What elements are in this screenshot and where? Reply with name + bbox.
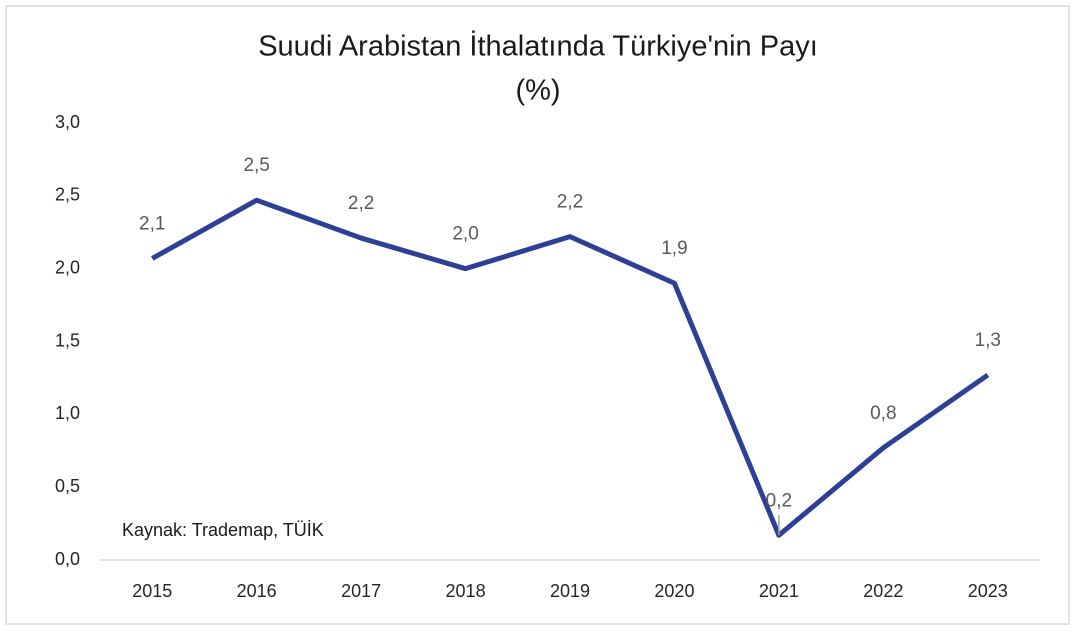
chart-frame [5,5,1070,625]
data-label: 2,0 [452,224,478,245]
chart-subtitle: (%) [515,75,560,107]
x-tick-label: 2023 [968,581,1008,601]
source-note: Kaynak: Trademap, TÜİK [122,520,324,540]
data-label: 1,3 [975,330,1001,351]
y-tick-label: 0,0 [55,549,80,569]
y-tick-label: 1,5 [55,330,80,350]
y-tick-label: 0,5 [55,476,80,496]
y-tick-label: 2,5 [55,185,80,205]
data-label: 2,5 [243,155,269,176]
data-label: 1,9 [661,238,687,259]
data-label: 2,2 [557,192,583,213]
x-tick-label: 2022 [863,581,903,601]
line-series [151,197,990,538]
x-tick-label: 2020 [654,581,694,601]
x-tick-label: 2016 [237,581,277,601]
y-tick-label: 1,0 [55,403,80,423]
x-tick-label: 2015 [132,581,172,601]
y-tick-label: 2,0 [55,257,80,277]
x-tick-label: 2017 [341,581,381,601]
x-tick-label: 2019 [550,581,590,601]
x-tick-label: 2018 [446,581,486,601]
y-tick-label: 3,0 [55,112,80,132]
x-tick-label: 2021 [759,581,799,601]
data-label: 2,1 [139,213,165,234]
data-label: 2,2 [348,193,374,214]
data-label: 0,8 [870,403,896,424]
data-label: 0,2 [766,490,792,511]
chart-title: Suudi Arabistan İthalatında Türkiye'nin … [258,30,818,63]
